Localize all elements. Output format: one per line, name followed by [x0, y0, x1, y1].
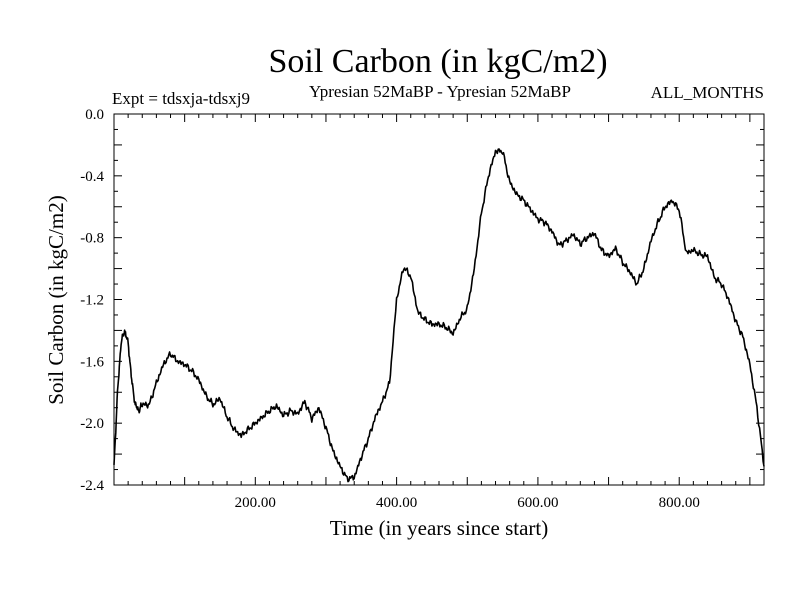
x-axis-label: Time (in years since start) [330, 516, 549, 540]
experiment-label: Expt = tdsxja-tdsxj9 [112, 89, 250, 108]
axis-tick-labels: 200.00 400.00 600.00 800.00 0.0 -0.4 -0.8 -1.2 -… [80, 107, 700, 511]
chart-title: Soil Carbon (in kgC/m2) [268, 43, 607, 80]
y-tick-label: 0.0 [85, 107, 104, 123]
plot-frame [113, 113, 765, 486]
axis-ticks [114, 114, 764, 485]
soil-carbon-line [113, 148, 765, 483]
y-tick-label: -2.0 [80, 416, 104, 432]
x-tick-label: 400.00 [376, 495, 417, 511]
y-axis-label: Soil Carbon (in kgC/m2) [44, 195, 68, 404]
x-tick-label: 800.00 [659, 495, 700, 511]
y-tick-label: -0.8 [80, 231, 104, 247]
period-label: Ypresian 52MaBP - Ypresian 52MaBP [309, 82, 571, 101]
x-tick-label: 200.00 [235, 495, 276, 511]
y-tick-label: -1.6 [80, 354, 104, 370]
y-tick-label: -1.2 [80, 293, 104, 309]
months-label: ALL_MONTHS [651, 83, 764, 102]
x-tick-label: 600.00 [517, 495, 558, 511]
y-tick-label: -2.4 [80, 478, 104, 494]
y-tick-label: -0.4 [80, 169, 104, 185]
